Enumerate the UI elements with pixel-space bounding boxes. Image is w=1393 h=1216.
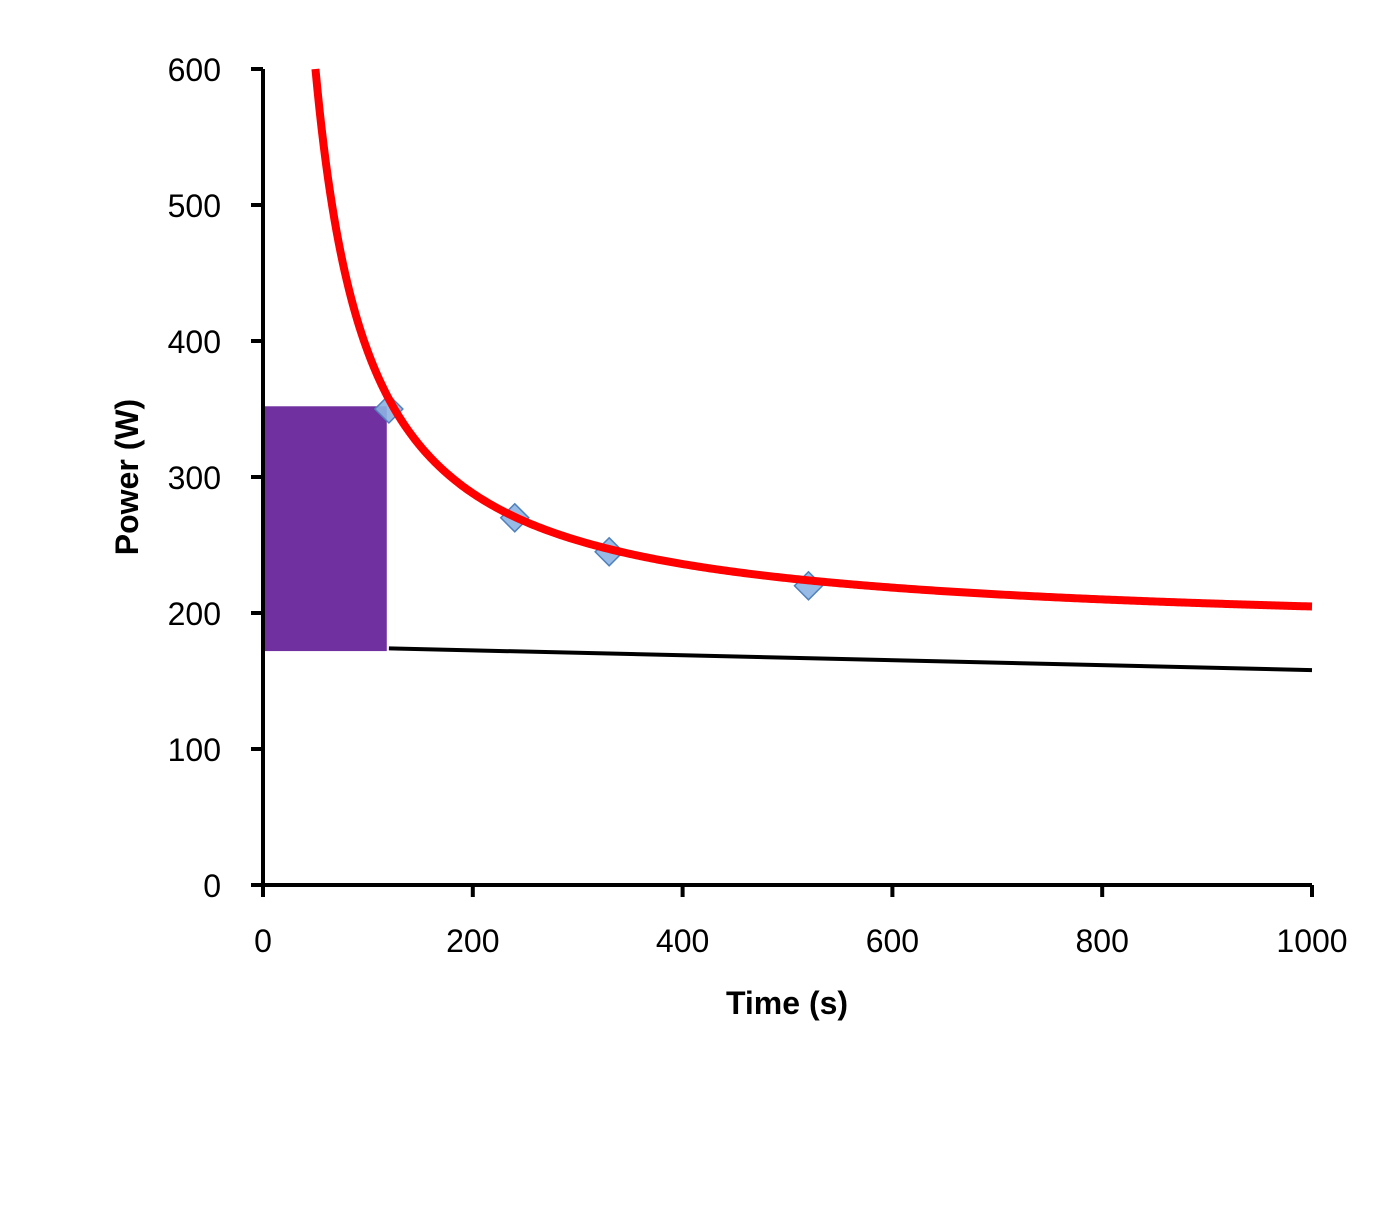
x-tick-label: 600: [866, 923, 919, 959]
y-tick-label: 0: [203, 868, 221, 904]
shade-layer: [263, 406, 387, 652]
baseline-line: [388, 646, 1313, 673]
y-tick-label: 300: [168, 460, 221, 496]
fit-curve: [311, 68, 1314, 611]
y-axis-title: Power (W): [109, 399, 145, 555]
x-tick-label: 0: [254, 923, 272, 959]
line-layer: [388, 646, 1313, 673]
y-tick-label: 100: [168, 732, 221, 768]
curve-layer: [311, 68, 1314, 611]
x-axis-title: Time (s): [726, 985, 848, 1021]
x-tick-label: 200: [446, 923, 499, 959]
y-tick-label: 500: [168, 188, 221, 224]
shaded-region: [263, 406, 387, 652]
x-tick-label: 1000: [1276, 923, 1347, 959]
tick-layer: 0 200 400 600 800 1000 0 100 200 300 400 500 600: [168, 52, 1348, 959]
y-tick-label: 400: [168, 324, 221, 360]
axis-layer: [261, 69, 1312, 887]
x-tick-label: 800: [1076, 923, 1129, 959]
y-tick-label: 200: [168, 596, 221, 632]
x-tick-label: 400: [656, 923, 709, 959]
y-tick-label: 600: [168, 52, 221, 88]
point-layer: [373, 393, 824, 601]
